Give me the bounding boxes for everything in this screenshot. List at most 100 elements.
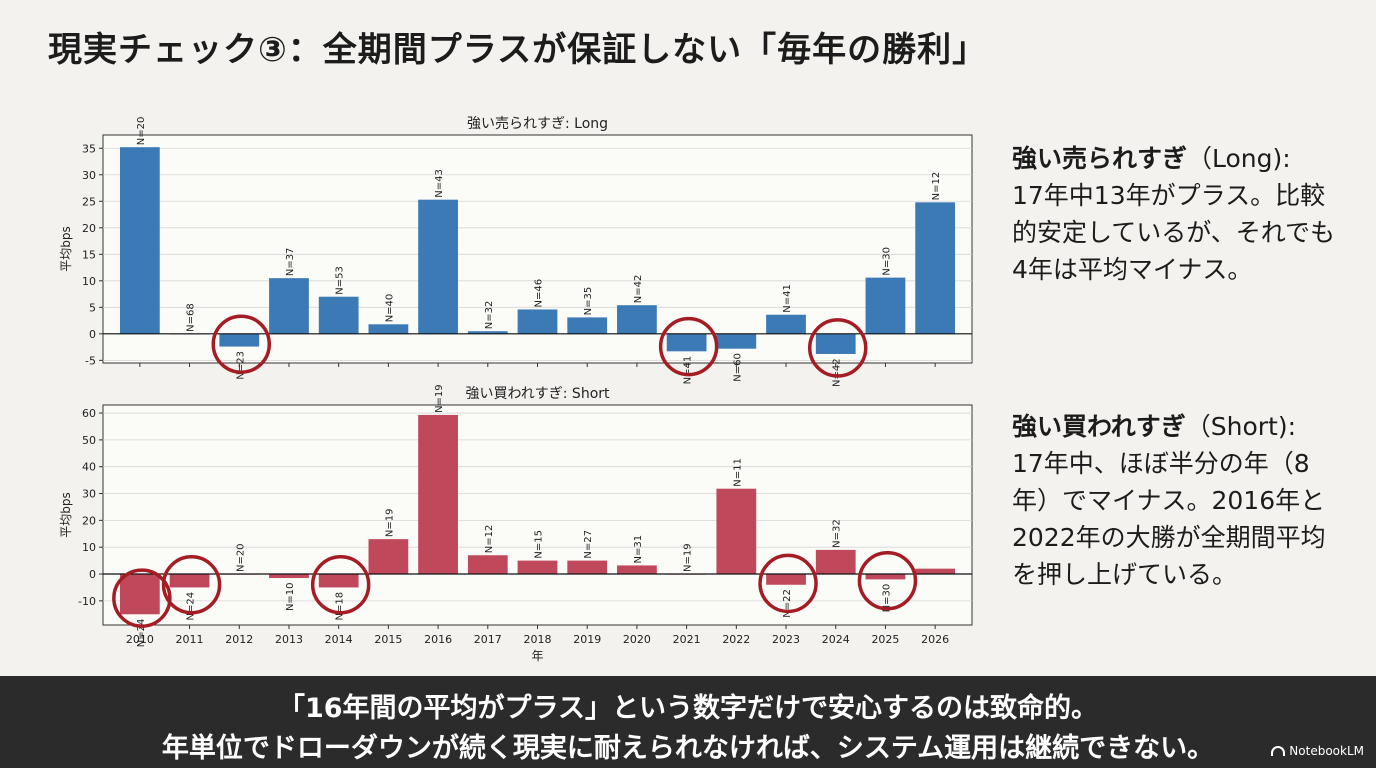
long-y-tick-label: 35 (82, 142, 96, 155)
notebooklm-badge-label: NotebookLM (1289, 744, 1364, 758)
long-count-label-2021: N=41 (683, 356, 694, 385)
long-count-label-2017: N=32 (484, 301, 495, 330)
short-bar-2011 (169, 574, 210, 588)
short-x-tick-label: 2015 (374, 633, 402, 646)
short-x-tick-label: 2014 (325, 633, 353, 646)
short-x-tick-label: 2023 (772, 633, 800, 646)
short-bar-2024 (815, 549, 856, 575)
short-count-label-2021: N=19 (683, 543, 694, 572)
short-y-tick-label: 0 (89, 568, 96, 581)
short-x-tick-label: 2022 (722, 633, 750, 646)
long-count-label-2024: N=42 (832, 358, 843, 387)
long-count-label-2010: N=20 (136, 117, 147, 146)
short-count-label-2022: N=11 (732, 458, 743, 487)
short-bar-2016 (418, 414, 458, 575)
short-y-axis-label: 平均bps (59, 492, 73, 538)
long-highlight-circle-2021 (658, 316, 719, 377)
short-bar-2018 (517, 560, 558, 575)
short-count-label-2018: N=15 (534, 530, 545, 559)
long-bar-2017 (467, 331, 508, 334)
long-count-label-2012: N=23 (235, 351, 246, 380)
short-x-tick-label: 2010 (126, 633, 154, 646)
short-bar-2022 (716, 488, 757, 575)
short-y-tick-label: -10 (78, 595, 96, 608)
short-x-tick-label: 2013 (275, 633, 303, 646)
short-summary-heading: 強い買われすぎ (1012, 412, 1186, 441)
short-bar-2017 (467, 555, 508, 575)
long-bar-2019 (567, 317, 608, 334)
short-y-tick-label: 50 (82, 434, 96, 447)
long-count-label-2016: N=43 (434, 169, 445, 198)
long-count-label-2013: N=37 (285, 248, 296, 277)
short-y-tick-label: 40 (82, 461, 96, 474)
long-count-label-2015: N=40 (384, 294, 395, 323)
short-count-label-2017: N=12 (484, 525, 495, 554)
footer-line-2: 年単位でドローダウンが続く現実に耐えられなければ、システム運用は継続できない。 (161, 733, 1215, 764)
short-bar-2020 (617, 565, 657, 575)
long-bar-2021 (666, 333, 707, 352)
short-x-tick-label: 2019 (573, 633, 601, 646)
short-y-tick-label: 30 (82, 488, 96, 501)
long-bar-2016 (418, 199, 458, 334)
short-count-label-2020: N=31 (633, 535, 644, 564)
short-count-label-2015: N=19 (384, 509, 395, 538)
short-summary-heading-paren: （Short): (1185, 412, 1297, 441)
long-bar-2020 (617, 305, 657, 334)
short-summary-body: 17年中、ほぼ半分の年（8年）でマイナス。2016年と2022年の大勝が全期間平… (1012, 449, 1326, 589)
short-x-tick-label: 2021 (673, 633, 701, 646)
long-y-tick-label: 15 (82, 248, 96, 261)
long-highlight-circle-2024 (807, 318, 868, 378)
long-bar-2023 (766, 314, 806, 334)
short-x-tick-label: 2017 (474, 633, 502, 646)
slide-title: 現実チェック③：全期間プラスが保証しない「毎年の勝利」 (48, 30, 988, 70)
short-bar-2014 (318, 574, 359, 588)
short-highlight-circle-2011 (161, 554, 222, 615)
short-count-label-2010: N=24 (136, 619, 147, 648)
short-count-label-2019: N=27 (583, 530, 594, 559)
long-summary-body: 17年中13年がプラス。比較的安定しているが、それでも4年は平均マイナス。 (1012, 181, 1336, 284)
short-y-tick-label: 20 (82, 514, 96, 527)
notebooklm-logo-icon (1271, 746, 1286, 756)
long-count-label-2019: N=35 (583, 287, 594, 316)
long-count-label-2022: N=60 (732, 353, 743, 382)
long-count-label-2011: N=68 (186, 303, 197, 332)
short-x-tick-label: 2011 (176, 633, 204, 646)
long-y-tick-label: 5 (89, 301, 96, 314)
notebooklm-badge: NotebookLM (1271, 744, 1364, 758)
short-x-tick-label: 2026 (921, 633, 949, 646)
short-count-label-2024: N=32 (832, 519, 843, 548)
long-bar-2010 (119, 147, 160, 334)
long-highlight-circle-2012 (211, 314, 272, 374)
footer-line-1: 「16年間の平均がプラス」という数字だけで安心するのは致命的。 (277, 693, 1099, 724)
short-highlight-circle-2025 (857, 550, 918, 611)
long-count-label-2014: N=53 (335, 266, 346, 295)
short-highlight-circle-2023 (758, 553, 818, 614)
long-y-tick-label: 30 (82, 169, 96, 182)
short-x-tick-label: 2020 (623, 633, 651, 646)
short-x-tick-label: 2012 (225, 633, 253, 646)
long-y-tick-label: 20 (82, 222, 96, 235)
short-x-tick-label: 2018 (524, 633, 552, 646)
long-y-tick-label: 10 (82, 275, 96, 288)
short-bar-2010 (119, 574, 160, 615)
long-bar-2014 (318, 296, 359, 334)
short-count-label-2023: N=22 (782, 589, 793, 618)
long-y-tick-label: 25 (82, 195, 96, 208)
long-count-label-2023: N=41 (782, 284, 793, 313)
short-count-label-2012: N=20 (235, 543, 246, 572)
short-bar-2015 (368, 539, 409, 575)
short-bar-2026 (915, 568, 956, 575)
long-y-tick-label: 0 (89, 328, 96, 341)
short-y-tick-label: 10 (82, 541, 96, 554)
long-summary-heading-paren: （Long): (1187, 144, 1291, 173)
short-bar-2019 (567, 560, 608, 575)
short-bar-2023 (766, 574, 806, 585)
long-chart-title: 強い売られすぎ: Long (467, 116, 608, 132)
short-bar-2013 (269, 574, 309, 579)
long-bar-2018 (517, 309, 558, 334)
long-summary: 強い売られすぎ（Long): 17年中13年がプラス。比較的安定しているが、それ… (1012, 140, 1342, 288)
long-bar-2012 (219, 333, 260, 347)
short-highlight-circle-2014 (310, 554, 371, 615)
short-x-tick-label: 2016 (424, 633, 452, 646)
footer-banner: 「16年間の平均がプラス」という数字だけで安心するのは致命的。 年単位でドローダ… (0, 676, 1376, 768)
